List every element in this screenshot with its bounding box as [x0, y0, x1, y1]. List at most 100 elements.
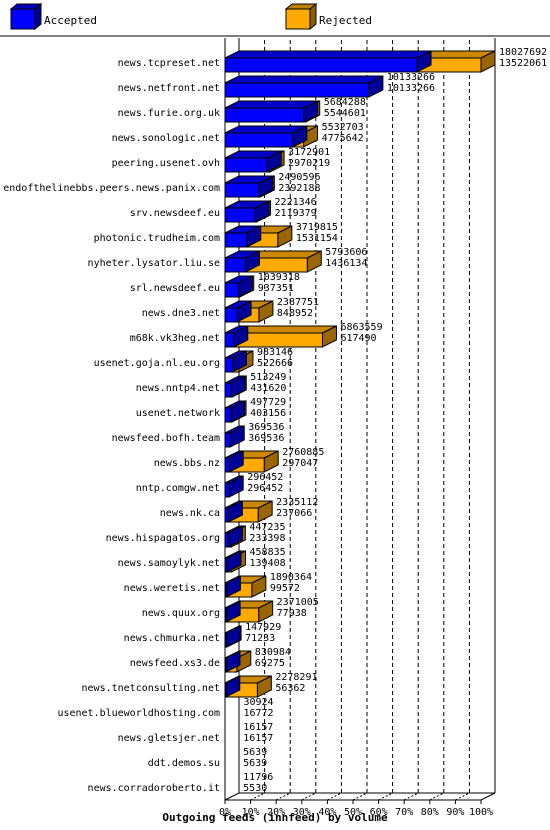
bar-accepted: [224, 675, 241, 698]
bar-accepted: [224, 625, 241, 648]
floor-gridline: [301, 792, 317, 801]
chart-floor: [224, 792, 496, 801]
bar-accepted-face: [224, 207, 256, 223]
data-label-offered: 830984: [255, 647, 291, 658]
data-label-offered: 983146: [257, 347, 293, 358]
data-label-accepted: 99572: [270, 583, 300, 594]
category-label: news.netfront.net: [118, 83, 220, 94]
legend-swatch-rejected-side: [309, 2, 317, 31]
data-label-accepted: 1436134: [325, 258, 367, 269]
bar-accepted-face: [224, 132, 294, 148]
bar-accepted: [224, 425, 245, 448]
data-label-offered: 5639: [243, 747, 267, 758]
bar-accepted-face: [224, 57, 418, 73]
x-tick-label: 90%: [446, 807, 464, 818]
x-tick-label: 70%: [395, 807, 413, 818]
data-label-accepted: 1531154: [296, 233, 338, 244]
bar-accepted-side: [227, 525, 243, 548]
data-label-offered: 3719815: [296, 222, 338, 233]
bar-accepted: [224, 350, 247, 373]
data-label-accepted: 522666: [257, 358, 293, 369]
category-label: news.chmurka.net: [124, 633, 220, 644]
bar-accepted: [224, 75, 384, 98]
x-tick-label: 60%: [370, 807, 388, 818]
data-label-accepted: 403156: [250, 408, 286, 419]
category-label: srl.newsdeef.eu: [130, 283, 220, 294]
bar-accepted: [224, 150, 282, 173]
bar-accepted-face: [224, 657, 227, 673]
data-label-offered: 1039318: [258, 272, 300, 283]
data-label-accepted: 937351: [258, 283, 294, 294]
bar-accepted-face: [224, 157, 268, 173]
bar-accepted: [224, 100, 319, 123]
data-label-offered: 5684288: [324, 97, 366, 108]
data-label-accepted: 139408: [250, 558, 286, 569]
bar-accepted-face: [224, 432, 231, 448]
category-label: endofthelinebbs.peers.news.panix.com: [3, 183, 220, 194]
bar-accepted-face: [224, 457, 230, 473]
bar-accepted-face: [224, 632, 227, 648]
bar-accepted-face: [224, 282, 239, 298]
data-label-offered: 296452: [247, 472, 283, 483]
bar-accepted-face: [224, 182, 260, 198]
floor-gridline: [455, 792, 470, 801]
category-label: photonic.trudheim.com: [94, 233, 220, 244]
category-label: news.weretis.net: [124, 583, 220, 594]
legend-label-accepted: Accepted: [44, 14, 97, 27]
bar-rejected: [416, 50, 496, 73]
bar-accepted-face: [224, 507, 229, 523]
data-label-offered: 2335112: [276, 497, 318, 508]
floor-gridline: [429, 792, 445, 801]
bar-accepted-side: [228, 475, 244, 498]
bar-accepted-face: [224, 107, 305, 123]
data-label-offered: 30924: [243, 697, 273, 708]
data-label-offered: 1890364: [270, 572, 312, 583]
data-label-accepted: 369536: [248, 433, 284, 444]
bar-accepted-face: [224, 682, 227, 698]
category-label: news.furie.org.uk: [118, 108, 220, 119]
data-label-accepted: 5544601: [324, 108, 366, 119]
data-label-offered: 5532703: [322, 122, 364, 133]
bar-accepted-side: [225, 625, 241, 648]
data-label-offered: 2278291: [275, 672, 317, 683]
bar-accepted-face: [224, 82, 370, 98]
floor-gridline: [378, 792, 393, 801]
data-label-offered: 2371005: [277, 597, 319, 608]
data-label-accepted: 69275: [255, 658, 285, 669]
data-label-offered: 10133266: [387, 72, 435, 83]
category-label: news.sonologic.net: [112, 133, 220, 144]
chart-title: Outgoing feeds (innfeed) by volume: [162, 811, 388, 824]
bar-accepted-top: [224, 50, 432, 59]
bar-accepted: [224, 225, 262, 248]
data-label-accepted: 233398: [249, 533, 285, 544]
legend-label-rejected: Rejected: [319, 14, 372, 27]
category-label: peering.usenet.ovh: [112, 158, 220, 169]
bar-accepted: [224, 500, 243, 523]
bar-rejected-top: [233, 325, 337, 334]
data-label-offered: 458835: [250, 547, 286, 558]
data-label-accepted: 848952: [277, 308, 313, 319]
bar-accepted: [224, 575, 241, 598]
category-label: news.corradoroberto.it: [88, 783, 220, 794]
category-label: news.bbs.nz: [154, 458, 220, 469]
data-label-offered: 5793606: [325, 247, 367, 258]
bar-accepted: [224, 125, 308, 148]
bar-accepted-face: [224, 557, 228, 573]
bar-accepted-face: [224, 407, 232, 423]
x-tick-label: 100%: [469, 807, 493, 818]
category-label: news.gletsjer.net: [118, 733, 220, 744]
bar-accepted-top: [224, 100, 318, 109]
bar-accepted-face: [224, 332, 235, 348]
bar-accepted: [224, 475, 244, 498]
data-label-accepted: 16772: [243, 708, 273, 719]
legend-swatch-accepted-side: [34, 2, 42, 31]
data-label-offered: 2760885: [282, 447, 324, 458]
data-label-offered: 2490596: [278, 172, 320, 183]
x-tick-label: 10%: [242, 807, 260, 818]
data-label-accepted: 10133266: [387, 83, 435, 94]
bar-accepted: [224, 400, 246, 423]
data-label-offered: 18027692: [499, 47, 547, 58]
x-tick-label: 20%: [267, 807, 285, 818]
data-label-accepted: 77938: [277, 608, 307, 619]
